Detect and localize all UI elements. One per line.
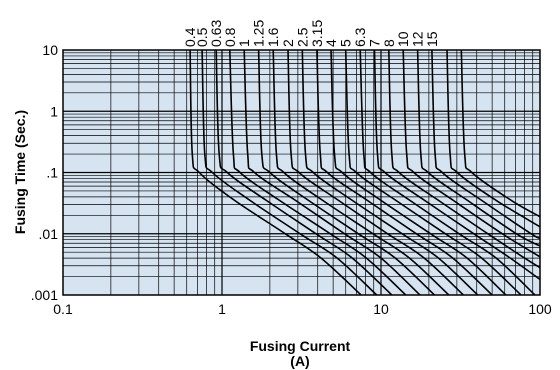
fuse-curve-1 [243, 50, 421, 295]
x-tick-labels: 0.1 1 10 100 [53, 301, 552, 317]
rating-label: 1 [236, 39, 252, 47]
rating-label: 12 [410, 31, 426, 47]
y-tick-labels: 10 1 .1 .01 .001 [31, 42, 58, 303]
fuse-curve-8 [388, 50, 540, 269]
rating-label: 3.15 [309, 20, 325, 47]
fuse-curve-0_4 [189, 50, 362, 295]
fuse-curve-4 [330, 50, 507, 295]
fuse-curve-0_63 [215, 50, 393, 295]
y-tick-label: .001 [31, 287, 58, 303]
x-tick-label: 1 [218, 301, 226, 317]
rating-label: 1.6 [265, 27, 281, 47]
fuse-curve-6_3 [359, 50, 536, 295]
rating-label: 1.25 [251, 20, 267, 47]
rating-label: 0.8 [222, 27, 238, 47]
rating-label: 0.63 [208, 20, 224, 47]
rating-labels: 0.40.50.630.811.251.622.53.15456.3781012… [182, 20, 440, 47]
fuse-curve-1_25 [257, 50, 436, 295]
fuse-curve-10 [402, 50, 540, 258]
x-tick-label: 10 [373, 301, 389, 317]
x-axis-unit: (A) [290, 353, 309, 369]
fuse-curve-2_5 [301, 50, 479, 295]
rating-label: 4 [323, 39, 339, 47]
x-axis-title: Fusing Current [250, 338, 351, 354]
fuse-curve-3_15 [316, 50, 493, 295]
fuse-curve-0_5 [201, 50, 378, 295]
rating-label: 5 [338, 39, 354, 47]
fuse-curve-1_6 [272, 50, 450, 295]
y-tick-label: 10 [42, 42, 58, 58]
rating-label: 2 [280, 39, 296, 47]
fuse-curve-15 [431, 50, 540, 239]
fuse-curve-5 [344, 50, 522, 295]
y-tick-label: 1 [50, 103, 58, 119]
fuse-curve-2 [287, 50, 464, 295]
fuse-curves [189, 50, 540, 295]
rating-label: 2.5 [294, 27, 310, 47]
fuse-curve-7 [373, 50, 540, 281]
rating-label: 7 [367, 39, 383, 47]
rating-label: 6.3 [352, 27, 368, 47]
fuse-curve-unlabeled [446, 50, 540, 228]
x-tick-label: 100 [528, 301, 552, 317]
rating-label: 8 [381, 39, 397, 47]
fuse-curve-unlabeled [460, 50, 540, 218]
fuse-curve-0_8 [229, 50, 407, 295]
rating-label: 0.4 [182, 27, 198, 47]
y-axis-title: Fusing Time (Sec.) [12, 110, 28, 234]
y-tick-label: .01 [39, 226, 59, 242]
rating-label: 0.5 [194, 27, 210, 47]
fuse-curve-12 [416, 50, 540, 247]
plot-border [62, 49, 541, 296]
rating-label: 15 [424, 31, 440, 47]
rating-label: 10 [395, 31, 411, 47]
x-tick-label: 0.1 [53, 301, 73, 317]
y-tick-label: .1 [46, 165, 58, 181]
